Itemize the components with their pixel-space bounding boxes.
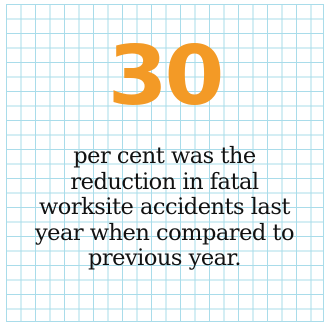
caption-line: reduction in fatal (70, 168, 259, 195)
stat-card: 30 per cent was the reduction in fatal w… (6, 4, 324, 322)
caption-line: previous year. (88, 245, 242, 271)
caption-line: worksite accidents last (39, 194, 290, 220)
stat-caption: per cent was the reduction in fatal work… (6, 143, 323, 272)
stat-value: 30 (107, 29, 225, 124)
caption-line: per cent was the (73, 143, 256, 169)
caption-line: year when compared to (34, 219, 295, 246)
